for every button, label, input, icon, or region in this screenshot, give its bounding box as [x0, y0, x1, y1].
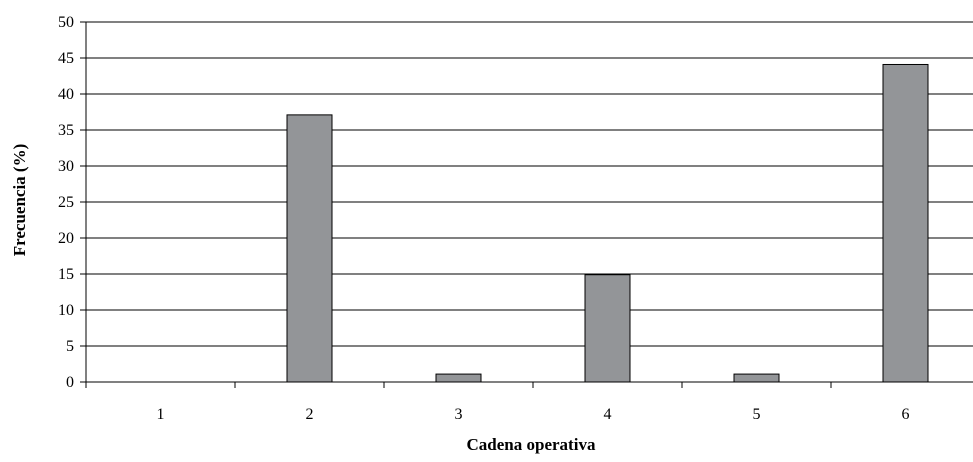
x-axis-title: Cadena operativa	[467, 435, 596, 454]
y-axis-title: Frecuencia (%)	[10, 144, 29, 257]
x-tick-label: 2	[306, 406, 314, 423]
x-tick-label: 1	[157, 406, 165, 423]
y-tick-label: 15	[58, 266, 74, 283]
y-tick-label: 25	[58, 194, 74, 211]
y-tick-label: 50	[58, 14, 74, 31]
x-tick-label: 6	[902, 406, 910, 423]
bar-5	[733, 373, 780, 383]
bar-2	[286, 114, 333, 383]
bars	[286, 63, 929, 383]
y-tick-label: 45	[58, 50, 74, 67]
y-tick-label: 35	[58, 122, 74, 139]
y-tick-label: 20	[58, 230, 74, 247]
y-tick-label: 30	[58, 158, 74, 175]
axes	[80, 21, 973, 388]
x-tick-label: 5	[753, 406, 761, 423]
y-tick-labels: 0 5 10 15 20 25 30 35 40 45 50	[58, 14, 74, 391]
y-tick-label: 5	[66, 338, 74, 355]
x-tick-labels: 1 2 3 4 5 6	[157, 406, 910, 423]
x-tick-label: 3	[455, 406, 463, 423]
gridlines	[86, 21, 973, 347]
bar-4	[584, 274, 631, 383]
bar-3	[435, 373, 482, 383]
x-tick-label: 4	[604, 406, 612, 423]
bar-6	[882, 63, 929, 383]
y-tick-label: 10	[58, 302, 74, 319]
y-tick-label: 0	[66, 374, 74, 391]
y-tick-label: 40	[58, 86, 74, 103]
